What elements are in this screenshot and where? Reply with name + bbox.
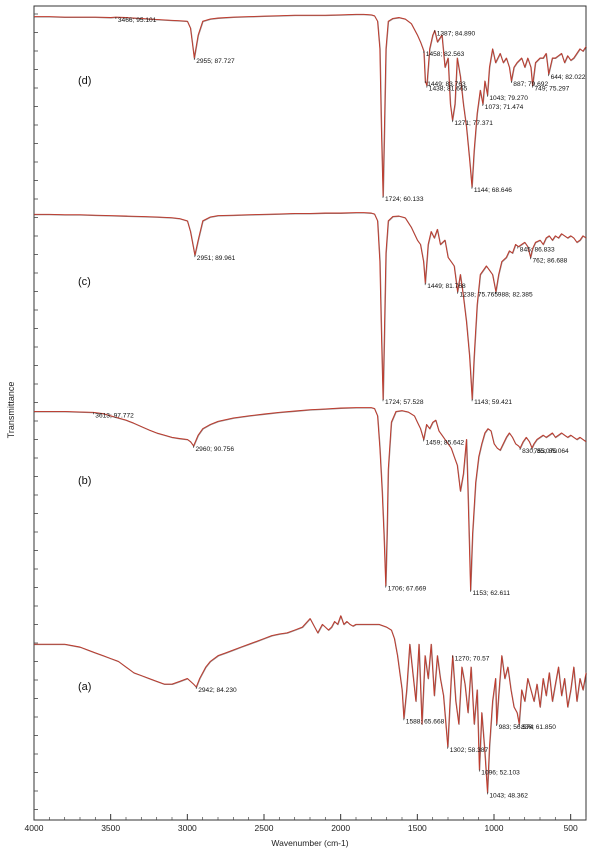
x-tick-label: 2000 <box>331 823 350 833</box>
peak-label: 2955; 87.727 <box>196 58 235 65</box>
peak-label: 1144; 68.646 <box>474 187 512 194</box>
peak-label: 1043; 79.270 <box>489 95 528 102</box>
panel-label: (d) <box>78 75 91 87</box>
panel-label: (a) <box>78 681 91 693</box>
peak-label: 2960; 90.756 <box>196 446 235 453</box>
peak-label: 1387; 84.890 <box>437 30 476 37</box>
peak-label: 988; 82.385 <box>498 292 533 299</box>
peak-label: 836; 61.850 <box>521 724 556 731</box>
peak-label: 1588; 65.668 <box>406 718 445 725</box>
x-tick-label: 1000 <box>485 823 504 833</box>
peak-label: 1302; 58.387 <box>450 747 489 754</box>
peak-label: 1073; 71.474 <box>485 104 524 111</box>
peak-label: 1458; 82.563 <box>426 51 465 58</box>
peak-label: 1724; 57.528 <box>385 399 424 406</box>
x-axis-title: Wavenumber (cm-1) <box>271 838 348 848</box>
peak-label: 983; 56.574 <box>499 724 534 731</box>
peak-label: 2942; 84.230 <box>198 687 237 694</box>
x-tick-label: 500 <box>564 823 578 833</box>
y-axis-title: Transmittance <box>6 382 16 439</box>
peak-label: 749; 75.297 <box>535 86 570 93</box>
x-tick-label: 3000 <box>178 823 197 833</box>
series-line-1 <box>34 212 587 400</box>
x-tick-label: 3500 <box>101 823 120 833</box>
peak-label: 1153; 62.611 <box>473 590 511 597</box>
peak-label: 3466; 95.101 <box>118 17 157 24</box>
peak-label: 1270; 70.57 <box>455 656 490 663</box>
peak-label: 845; 86.833 <box>520 247 555 254</box>
peak-label: 762; 86.688 <box>533 257 568 264</box>
x-tick-label: 1500 <box>408 823 427 833</box>
peak-label: 1459; 85.642 <box>426 439 465 446</box>
peak-label: 887; 79.692 <box>513 81 548 88</box>
peak-label: 1271; 77.371 <box>454 120 493 127</box>
panel-label: (b) <box>78 475 91 487</box>
series-line-0 <box>34 13 587 197</box>
peak-label: 1143; 59.421 <box>474 399 512 406</box>
peak-label: 1238; 75.765 <box>460 292 499 299</box>
peak-label: 830; 85.070 <box>522 448 557 455</box>
panel-label: (c) <box>78 276 91 288</box>
peak-label: 1043; 48.362 <box>489 792 528 799</box>
x-tick-label: 2500 <box>255 823 274 833</box>
peak-label: 1706; 67.669 <box>388 586 427 593</box>
peak-label: 1096; 52.103 <box>481 770 520 777</box>
series-line-3 <box>34 615 587 793</box>
peak-label: 644; 82.022 <box>551 74 586 81</box>
peak-label: 1724; 60.133 <box>385 196 424 203</box>
x-tick-label: 4000 <box>25 823 44 833</box>
peak-label: 2951; 89.961 <box>197 255 236 262</box>
peak-label: 1438; 81.665 <box>429 86 468 93</box>
series-line-2 <box>34 407 587 591</box>
peak-label: 1449; 81.768 <box>427 283 466 290</box>
peak-label: 3613; 97.772 <box>95 412 134 419</box>
peak-label: 1449; 83.763 <box>427 81 466 88</box>
peak-label: 753; 85.064 <box>534 448 569 455</box>
